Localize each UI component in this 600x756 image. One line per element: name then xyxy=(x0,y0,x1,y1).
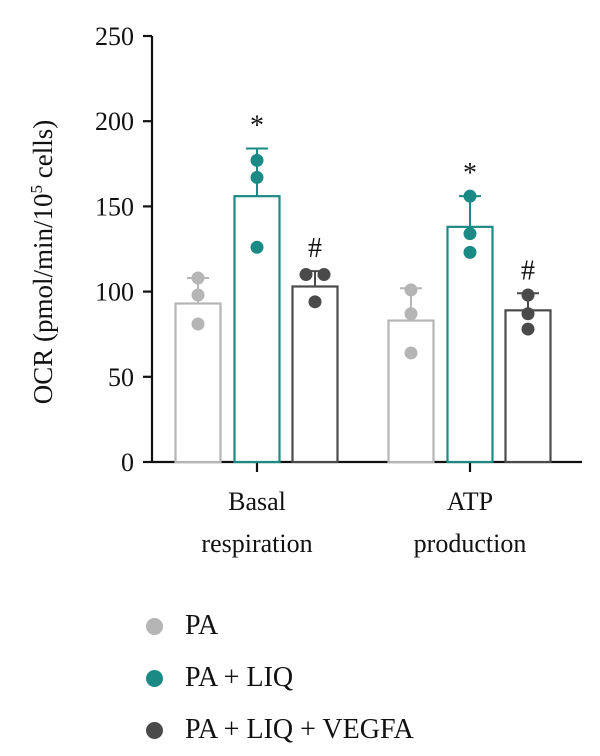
y-tick-label: 200 xyxy=(95,107,134,136)
legend-label: PA + LIQ xyxy=(185,662,294,693)
bars-group: * # * # xyxy=(174,110,552,464)
significance-mark: # xyxy=(521,255,535,286)
data-point xyxy=(317,268,331,282)
legend-item-pa-liq-vegfa: PA + LIQ + VEGFA xyxy=(146,704,414,756)
data-point xyxy=(521,307,535,321)
y-axis-label: OCR (pmol/min/105 cells) xyxy=(27,120,58,405)
bar xyxy=(446,225,494,464)
legend-label: PA + LIQ + VEGFA xyxy=(185,714,414,745)
data-point xyxy=(299,268,313,282)
legend-marker xyxy=(146,721,163,739)
y-tick-label: 150 xyxy=(95,192,134,221)
significance-mark: * xyxy=(250,110,264,141)
data-point xyxy=(250,170,264,184)
x-tick-label: production xyxy=(414,529,527,558)
bar-chart: 0 50 100 150 200 250 Basal respiration ATP produ… xyxy=(27,22,582,558)
x-axis: Basal respiration ATP production xyxy=(152,460,582,558)
legend: PA PA + LIQ PA + LIQ + VEGFA xyxy=(146,600,414,756)
data-point xyxy=(191,317,205,331)
y-tick-label: 100 xyxy=(95,278,134,307)
legend-item-pa-liq: PA + LIQ xyxy=(146,652,414,704)
data-point xyxy=(404,346,418,360)
x-tick-label: respiration xyxy=(201,529,312,558)
y-axis: 0 50 100 150 200 250 xyxy=(95,22,154,477)
bar xyxy=(233,195,281,464)
significance-mark: * xyxy=(463,158,477,189)
legend-marker xyxy=(146,617,163,635)
y-tick-label: 250 xyxy=(95,22,134,51)
legend-item-pa: PA xyxy=(146,600,414,652)
data-point xyxy=(463,245,477,259)
bar xyxy=(504,309,552,464)
data-point xyxy=(404,307,418,321)
x-tick-label: ATP xyxy=(447,487,493,516)
data-point xyxy=(521,288,535,302)
legend-marker xyxy=(146,669,163,687)
bar xyxy=(387,319,435,464)
data-point xyxy=(404,283,418,297)
y-tick-label: 0 xyxy=(121,448,134,477)
data-point xyxy=(463,227,477,241)
data-point xyxy=(308,295,322,309)
bar xyxy=(291,285,339,464)
y-tick-label: 50 xyxy=(108,363,134,392)
legend-label: PA xyxy=(185,610,219,641)
data-point xyxy=(250,240,264,254)
data-point xyxy=(191,288,205,302)
data-point xyxy=(463,189,477,203)
data-point xyxy=(191,271,205,285)
data-point xyxy=(250,153,264,167)
data-point xyxy=(521,322,535,336)
significance-mark: # xyxy=(308,233,322,264)
x-tick-label: Basal xyxy=(228,487,286,516)
